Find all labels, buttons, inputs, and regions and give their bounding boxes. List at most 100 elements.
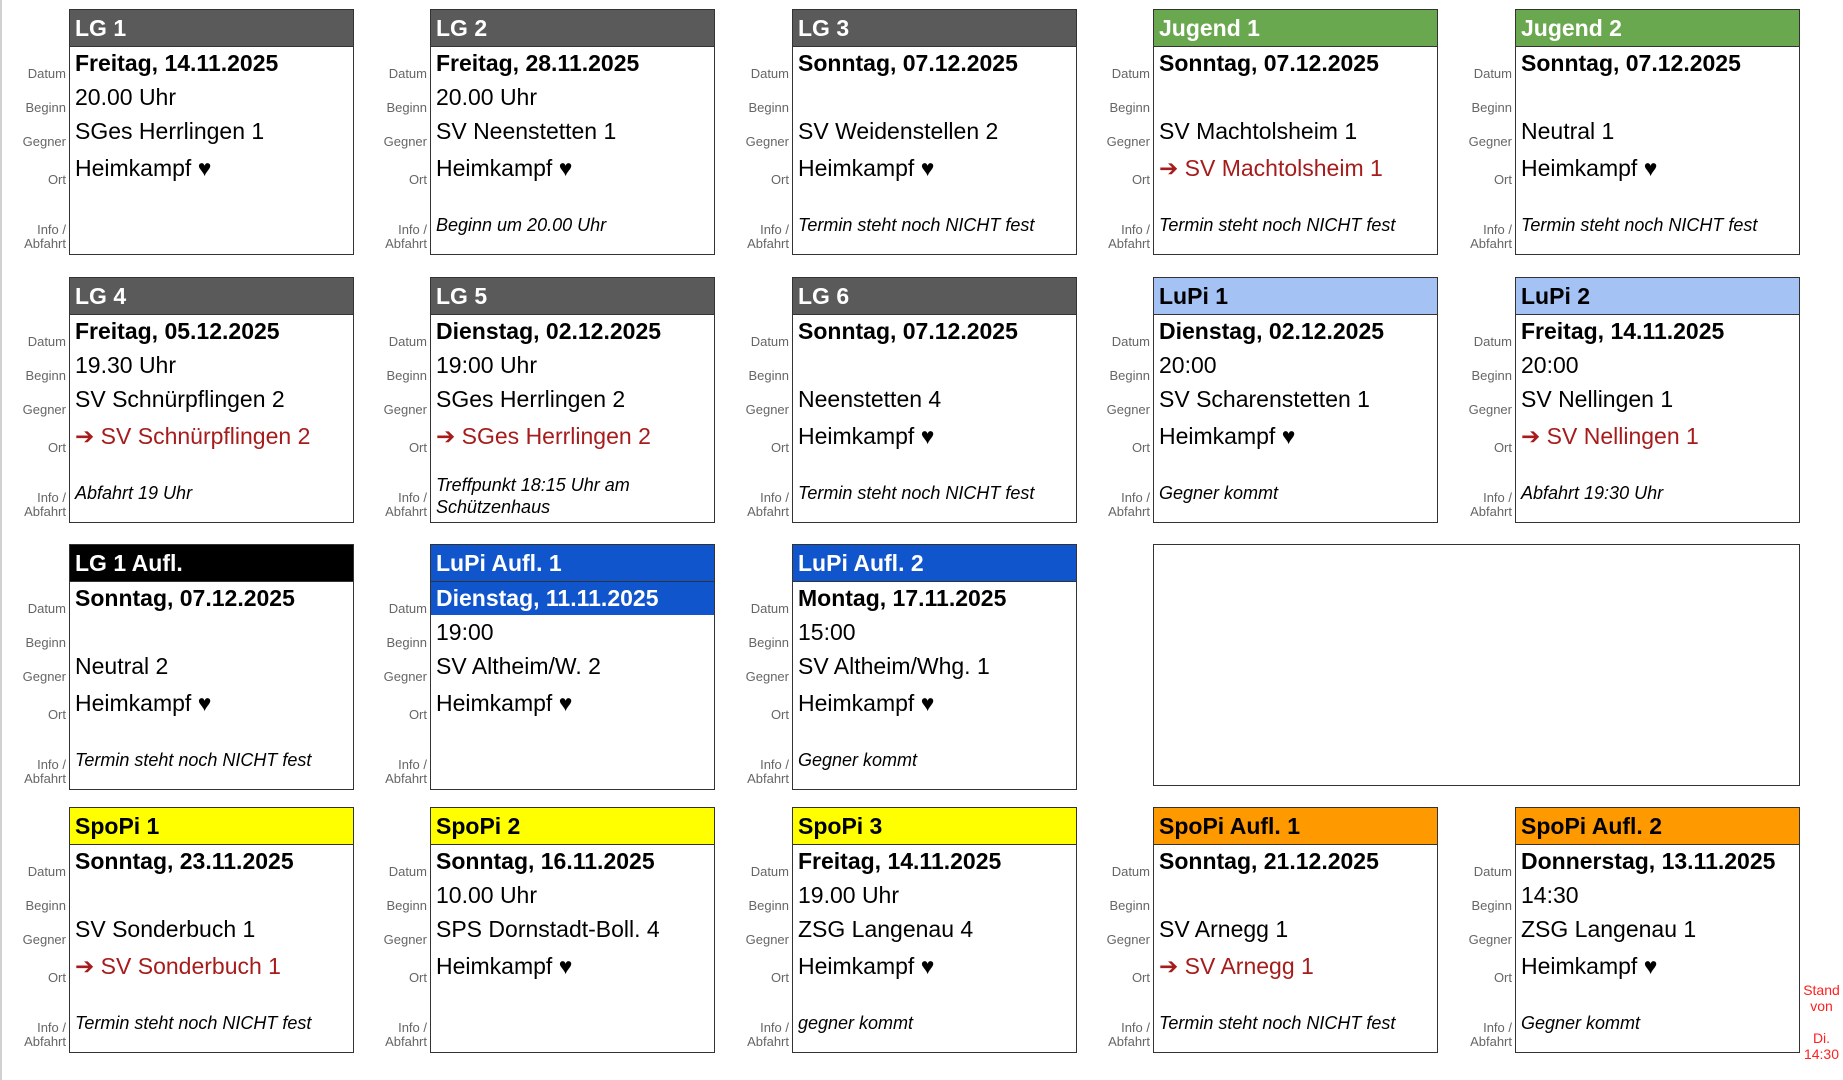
label-info: Info / xyxy=(760,757,789,772)
label-abfahrt: Abfahrt xyxy=(747,504,789,519)
label-info: Info / xyxy=(398,757,427,772)
label-datum: Datum xyxy=(750,66,789,81)
label-datum: Datum xyxy=(388,601,427,616)
label-gegner: Gegner xyxy=(383,402,427,417)
match-start xyxy=(1154,80,1437,114)
left-border xyxy=(0,0,2,1080)
match-info: Abfahrt 19 Uhr xyxy=(75,483,193,503)
match-info: Termin steht noch NICHT fest xyxy=(1159,1013,1396,1033)
label-beginn: Beginn xyxy=(25,100,66,115)
match-date: Sonntag, 23.11.2025 xyxy=(70,844,353,878)
opponent: SGes Herrlingen 2 xyxy=(436,386,626,412)
team-card: SpoPi 1 Sonntag, 23.11.2025 SV Sonderbuc… xyxy=(69,807,354,1053)
row-labels: Datum Beginn Gegner Ort Info / Abfahrt xyxy=(725,807,789,1053)
label-ort: Ort xyxy=(408,707,427,722)
label-ort: Ort xyxy=(1493,172,1512,187)
team-title: LuPi Aufl. 1 xyxy=(431,545,714,581)
match-start: 15:00 xyxy=(798,619,856,645)
match-location: ➔ SV Schnürpflingen 2 xyxy=(75,423,311,449)
label-ort: Ort xyxy=(770,172,789,187)
label-info: Info / xyxy=(1483,490,1512,505)
label-abfahrt: Abfahrt xyxy=(1470,236,1512,251)
label-ort: Ort xyxy=(47,707,66,722)
match-info: Termin steht noch NICHT fest xyxy=(798,483,1035,503)
row-labels: Datum Beginn Gegner Ort Info / Abfahrt xyxy=(1086,807,1150,1053)
label-abfahrt: Abfahrt xyxy=(24,1034,66,1049)
label-info: Info / xyxy=(1121,222,1150,237)
match-info: Termin steht noch NICHT fest xyxy=(75,1013,312,1033)
match-info: Termin steht noch NICHT fest xyxy=(75,750,312,770)
match-info: Abfahrt 19:30 Uhr xyxy=(1521,483,1664,503)
row-labels: Datum Beginn Gegner Ort Info / Abfahrt xyxy=(725,9,789,255)
label-datum: Datum xyxy=(388,864,427,879)
match-location: Heimkampf ♥ xyxy=(1521,953,1658,979)
label-gegner: Gegner xyxy=(1468,134,1512,149)
team-title: LuPi 2 xyxy=(1516,278,1799,314)
label-abfahrt: Abfahrt xyxy=(24,504,66,519)
label-gegner: Gegner xyxy=(745,932,789,947)
label-gegner: Gegner xyxy=(1106,932,1150,947)
label-ort: Ort xyxy=(1131,440,1150,455)
team-title: LG 2 xyxy=(431,10,714,46)
team-card: LuPi Aufl. 2 Montag, 17.11.2025 15:00 SV… xyxy=(792,544,1077,790)
label-gegner: Gegner xyxy=(22,669,66,684)
label-ort: Ort xyxy=(408,172,427,187)
team-card: LG 4 Freitag, 05.12.2025 19.30 Uhr SV Sc… xyxy=(69,277,354,523)
match-location: Heimkampf ♥ xyxy=(75,155,212,181)
match-info: Termin steht noch NICHT fest xyxy=(798,215,1035,235)
label-ort: Ort xyxy=(1131,970,1150,985)
match-date: Sonntag, 16.11.2025 xyxy=(431,844,714,878)
team-title: SpoPi Aufl. 2 xyxy=(1516,808,1799,844)
match-info: Gegner kommt xyxy=(1159,483,1279,503)
label-abfahrt: Abfahrt xyxy=(747,771,789,786)
match-info: Treffpunkt 18:15 Uhr am Schützenhaus xyxy=(436,475,630,517)
team-card: LuPi Aufl. 1 Dienstag, 11.11.2025 19:00 … xyxy=(430,544,715,790)
opponent: SV Scharenstetten 1 xyxy=(1159,386,1370,412)
match-date: Sonntag, 21.12.2025 xyxy=(1154,844,1437,878)
label-datum: Datum xyxy=(750,334,789,349)
match-info: Termin steht noch NICHT fest xyxy=(1159,215,1396,235)
match-start: 19:00 Uhr xyxy=(436,352,538,378)
label-ort: Ort xyxy=(770,707,789,722)
label-info: Info / xyxy=(760,1020,789,1035)
match-location: Heimkampf ♥ xyxy=(436,953,573,979)
label-gegner: Gegner xyxy=(745,402,789,417)
label-ort: Ort xyxy=(770,440,789,455)
label-beginn: Beginn xyxy=(386,100,427,115)
label-datum: Datum xyxy=(1111,66,1150,81)
match-start: 20:00 xyxy=(1521,352,1579,378)
team-card: SpoPi 3 Freitag, 14.11.2025 19.00 Uhr ZS… xyxy=(792,807,1077,1053)
label-datum: Datum xyxy=(388,334,427,349)
label-beginn: Beginn xyxy=(386,898,427,913)
label-datum: Datum xyxy=(1473,864,1512,879)
row-labels: Datum Beginn Gegner Ort Info / Abfahrt xyxy=(1448,277,1512,523)
label-abfahrt: Abfahrt xyxy=(385,771,427,786)
row-labels: Datum Beginn Gegner Ort Info / Abfahrt xyxy=(1448,807,1512,1053)
label-ort: Ort xyxy=(1131,172,1150,187)
team-title: Jugend 2 xyxy=(1516,10,1799,46)
label-abfahrt: Abfahrt xyxy=(24,771,66,786)
team-title: LG 5 xyxy=(431,278,714,314)
team-title: LG 1 xyxy=(70,10,353,46)
team-title: SpoPi Aufl. 1 xyxy=(1154,808,1437,844)
opponent: SV Altheim/W. 2 xyxy=(436,653,601,679)
label-datum: Datum xyxy=(750,601,789,616)
team-card: Jugend 2 Sonntag, 07.12.2025 Neutral 1 H… xyxy=(1515,9,1800,255)
match-location: Heimkampf ♥ xyxy=(1521,155,1658,181)
opponent: ZSG Langenau 1 xyxy=(1521,916,1697,942)
label-ort: Ort xyxy=(47,440,66,455)
label-beginn: Beginn xyxy=(1109,100,1150,115)
match-location: Heimkampf ♥ xyxy=(798,423,935,449)
label-abfahrt: Abfahrt xyxy=(385,236,427,251)
team-title: LuPi Aufl. 2 xyxy=(793,545,1076,581)
label-datum: Datum xyxy=(1473,334,1512,349)
match-date: Freitag, 28.11.2025 xyxy=(431,46,714,80)
label-datum: Datum xyxy=(27,334,66,349)
label-datum: Datum xyxy=(750,864,789,879)
match-date: Dienstag, 02.12.2025 xyxy=(431,314,714,348)
team-card: SpoPi 2 Sonntag, 16.11.2025 10.00 Uhr SP… xyxy=(430,807,715,1053)
label-datum: Datum xyxy=(27,864,66,879)
match-info xyxy=(431,992,714,1050)
match-start xyxy=(70,878,353,912)
match-date: Freitag, 14.11.2025 xyxy=(70,46,353,80)
